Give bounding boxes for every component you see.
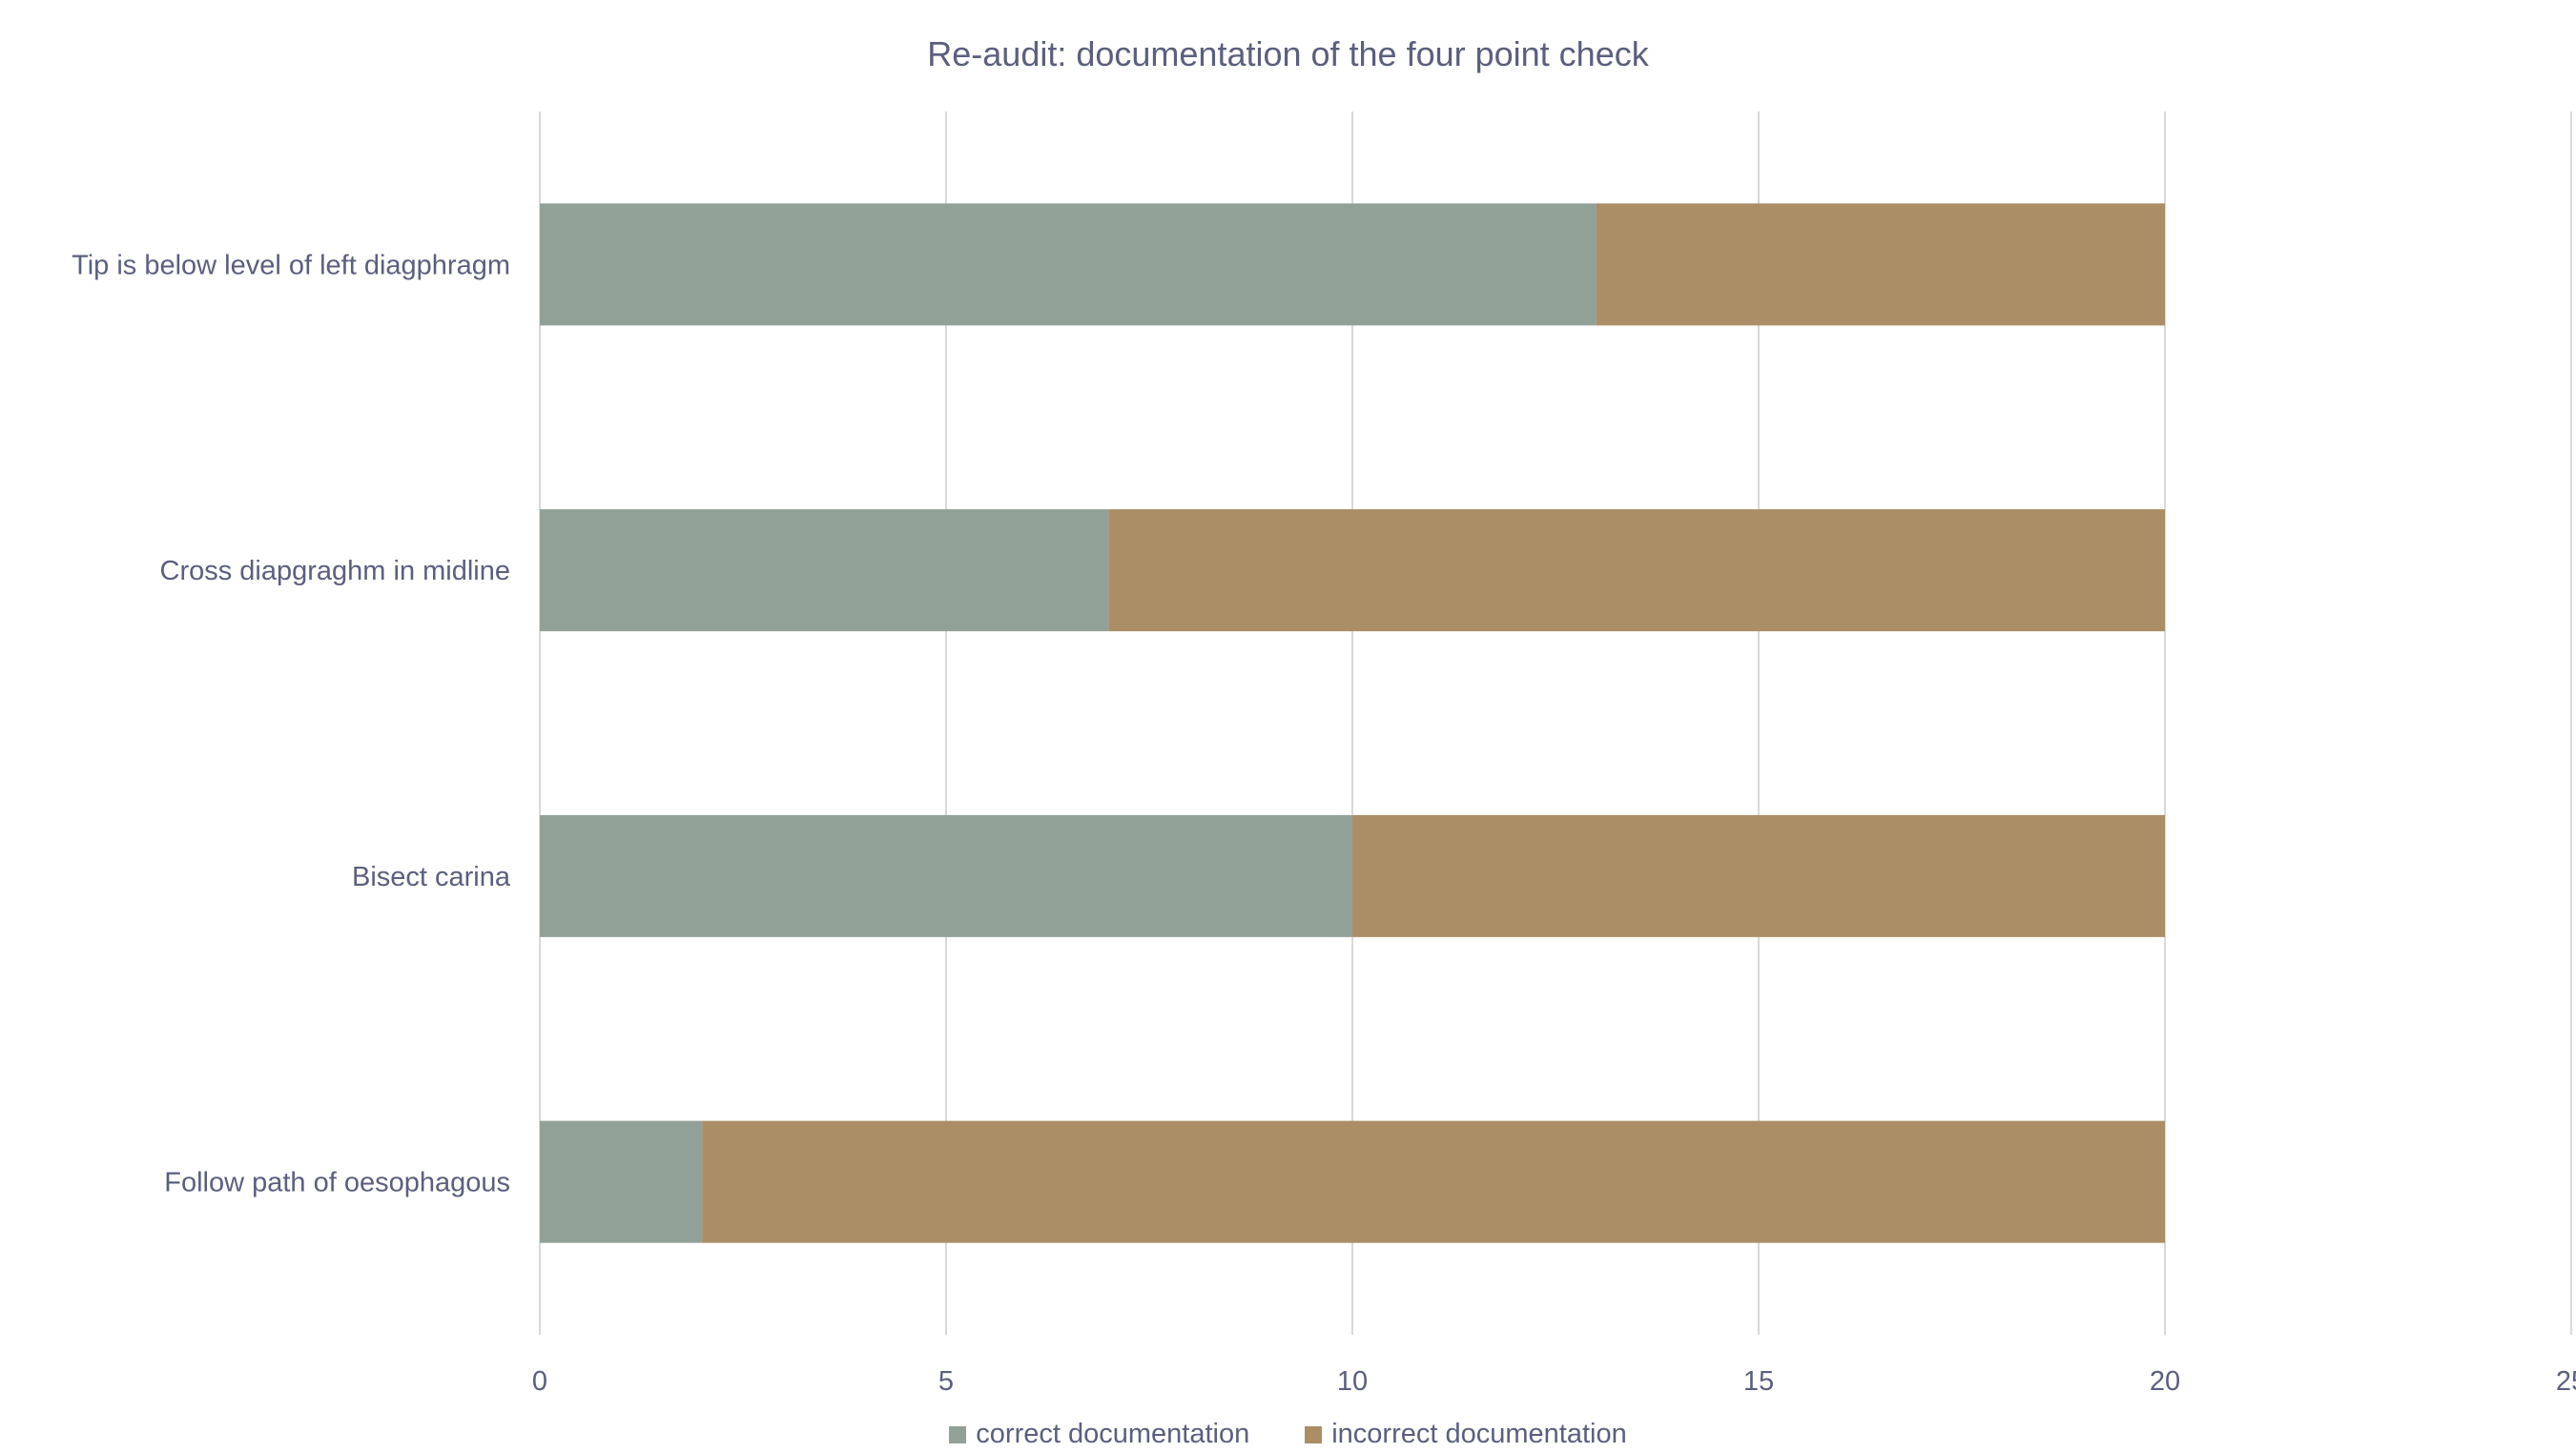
chart-title: Re-audit: documentation of the four poin… — [927, 34, 1649, 73]
category-label: Tip is below level of left diagphragm — [72, 250, 510, 280]
category-label: Cross diapgraghm in midline — [160, 556, 511, 586]
category-label: Bisect carina — [352, 862, 511, 892]
bar-correct — [540, 1120, 703, 1243]
legend-label-correct: correct documentation — [976, 1419, 1250, 1449]
category-label: Follow path of oesophagous — [164, 1168, 510, 1198]
bar-correct — [540, 814, 1352, 937]
legend: correct documentation incorrect document… — [0, 1419, 2576, 1450]
legend-label-incorrect: incorrect documentation — [1331, 1419, 1627, 1449]
legend-item-incorrect: incorrect documentation — [1305, 1419, 1627, 1450]
bar-incorrect — [1352, 814, 2165, 937]
bar-correct — [540, 203, 1597, 326]
x-tick-label: 20 — [2150, 1366, 2180, 1397]
category-labels: Tip is below level of left diagphragm Cro… — [72, 250, 511, 1197]
x-tick-label: 5 — [938, 1366, 954, 1397]
x-tick-label: 15 — [1743, 1366, 1774, 1397]
x-tick-label: 10 — [1337, 1366, 1368, 1397]
bar-correct — [540, 509, 1109, 632]
legend-swatch-correct — [949, 1425, 967, 1443]
stacked-bar-chart: Tip is below level of left diagphragm Cro… — [72, 112, 2576, 1397]
x-tick-label: 25 — [2556, 1366, 2576, 1397]
x-tick-label: 0 — [532, 1366, 547, 1397]
x-tick-labels: 0 5 10 15 20 25 — [532, 1366, 2576, 1397]
bar-incorrect — [702, 1120, 2165, 1243]
legend-swatch-incorrect — [1305, 1425, 1323, 1443]
bars — [540, 203, 2165, 1243]
bar-incorrect — [1108, 509, 2165, 632]
legend-item-correct: correct documentation — [949, 1419, 1249, 1450]
bar-incorrect — [1596, 203, 2165, 326]
